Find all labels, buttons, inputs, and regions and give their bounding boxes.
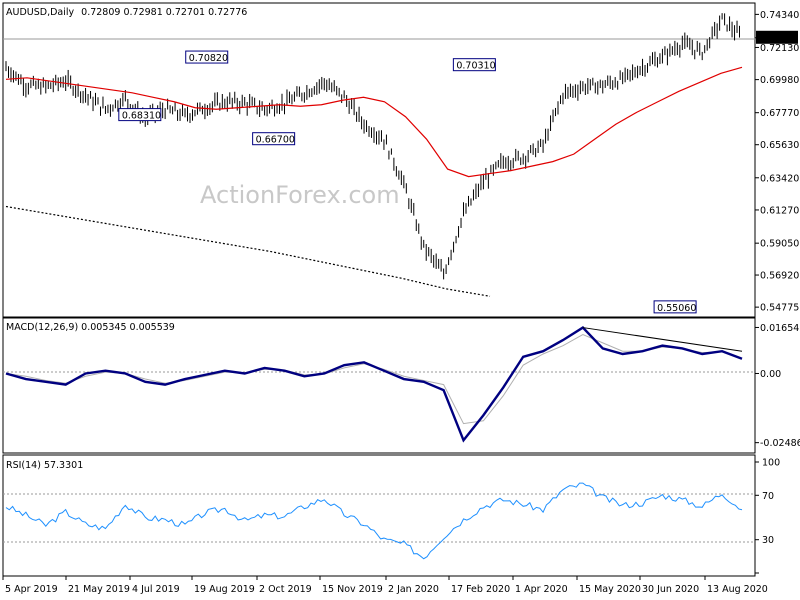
annotation-box [185,50,229,64]
annotation-label: 0.55060 [657,303,696,314]
date-axis-label: 4 Jul 2019 [132,584,180,595]
rsi-axis-label: 70 [762,491,774,502]
current-price-label: 0.72776 [759,33,798,44]
date-axis-label: 5 Apr 2019 [5,584,58,595]
annotation-label: 0.66700 [256,135,295,146]
rsi-axis: 100 70 30 [755,458,780,574]
rsi-panel [2,454,756,577]
date-axis: 5 Apr 2019 21 May 2019 4 Jul 2019 19 Aug 20… [2,576,768,595]
date-axis-label: 2 Oct 2019 [259,584,312,595]
macd-label: MACD(12,26,9) 0.005345 0.005539 [6,322,175,333]
date-axis-label: 17 Feb 2020 [451,584,510,595]
price-axis-label: 0.54775 [760,303,799,314]
price-axis-label: 0.63420 [760,173,799,184]
annotation-box [118,108,162,122]
annotation-box [653,300,697,314]
date-axis-label: 2 Jan 2020 [388,584,439,595]
watermark: ActionForex.com [200,181,400,209]
price-axis-label: 0.61270 [760,205,799,216]
date-axis-label: 13 Aug 2020 [707,584,768,595]
annotation-label: 0.70310 [456,61,495,72]
sma-55-line [5,66,743,178]
rsi-axis-label: 100 [762,458,780,469]
date-axis-label: 15 May 2020 [579,584,641,595]
macd-axis-label: 0.01654 [760,323,799,334]
rsi-plot [5,482,743,560]
price-axis-label: 0.69980 [760,75,799,86]
rsi-axis-label: 30 [762,535,774,546]
macd-trendline [582,327,743,352]
sma-200-line [5,205,491,297]
macd-panel [2,317,756,454]
annotation-label: 0.70820 [189,53,228,64]
price-bars [5,13,741,280]
annotation-box [252,132,296,146]
date-axis-label: 21 May 2019 [68,584,130,595]
date-axis-label: 19 Aug 2019 [194,584,255,595]
price-axis-label: 0.59050 [760,239,799,250]
current-price-marker [756,30,798,44]
date-axis-label: 1 Apr 2020 [515,584,568,595]
price-annotations: 0.70820 0.68310 0.66700 0.70310 0.55060 [118,50,697,314]
rsi-label: RSI(14) 57.3301 [6,460,83,471]
price-axis-label: 0.74340 [760,10,799,21]
date-axis-label: 30 Jun 2020 [642,584,699,595]
macd-line [5,326,743,443]
rsi-line [5,482,743,560]
macd-axis-label: -0.02486 [760,438,800,449]
moving-averages [5,66,743,297]
date-axis-label: 15 Nov 2019 [322,584,383,595]
price-axis-label: 0.72130 [760,43,799,54]
annotation-box [452,58,496,72]
price-axis-label: 0.67770 [760,108,799,119]
price-axis-label: 0.56920 [760,271,799,282]
macd-axis-label: 0.00 [760,369,781,380]
chart-title: AUDUSD,Daily 0.72809 0.72981 0.72701 0.7… [6,7,247,18]
annotation-label: 0.68310 [122,111,161,122]
macd-axis: 0.01654 0.00 -0.02486 [755,323,800,449]
price-panel [2,2,756,318]
price-axis-label: 0.65630 [760,140,799,151]
macd-plot [5,326,743,443]
